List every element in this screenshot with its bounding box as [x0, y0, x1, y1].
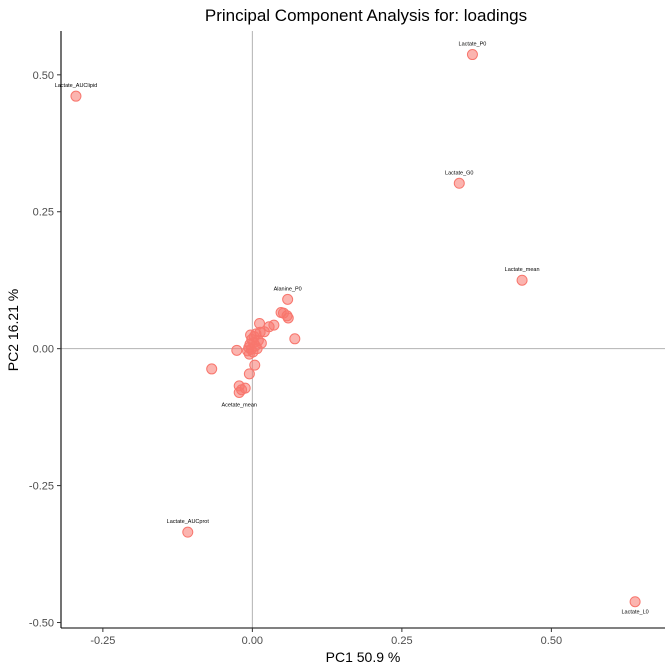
data-point — [282, 293, 294, 305]
point-label: Alanine_P0 — [274, 286, 302, 292]
data-point — [453, 177, 465, 189]
chart-title: Principal Component Analysis for: loadin… — [205, 6, 527, 25]
data-point — [629, 596, 641, 608]
x-tick-label: 0.50 — [541, 635, 562, 647]
y-axis-ticks: -0.50 -0.25 0.00 0.25 0.50 — [29, 70, 61, 630]
data-point — [70, 90, 82, 102]
point-label: Lactate_L0 — [621, 610, 648, 616]
x-tick-label: -0.25 — [90, 635, 115, 647]
data-points — [70, 49, 641, 608]
point-label: Lactate_AUClipid — [55, 83, 98, 89]
y-tick-label: 0.00 — [33, 344, 54, 356]
y-tick-label: 0.50 — [33, 70, 54, 82]
data-point — [236, 384, 248, 396]
data-point — [282, 312, 294, 324]
data-point — [289, 333, 301, 345]
data-point — [182, 526, 194, 538]
x-axis-title: PC1 50.9 % — [326, 649, 401, 665]
data-point — [466, 49, 478, 61]
y-axis-title: PC2 16.21 % — [5, 289, 21, 372]
reference-lines — [61, 31, 665, 628]
point-label: Lactate_mean — [505, 267, 540, 273]
y-tick-label: -0.50 — [29, 618, 54, 630]
data-point — [243, 348, 255, 360]
point-label: Lactate_P0 — [459, 42, 487, 48]
data-point — [206, 363, 218, 375]
x-tick-label: 0.25 — [391, 635, 412, 647]
data-point — [243, 368, 255, 380]
data-point — [246, 333, 258, 345]
data-point — [516, 274, 528, 286]
point-label: Lactate_G0 — [445, 170, 473, 176]
data-point — [251, 343, 263, 355]
data-point — [249, 359, 261, 371]
point-labels: Lactate_P0 Lactate_AUClipid Lactate_G0 Lact… — [55, 42, 649, 616]
x-tick-label: 0.00 — [242, 635, 263, 647]
x-axis-ticks: -0.25 0.00 0.25 0.50 — [90, 628, 562, 647]
y-tick-label: 0.25 — [33, 207, 54, 219]
data-point — [231, 344, 243, 356]
point-label: Acetate_mean — [221, 402, 256, 408]
point-label: Lactate_AUCprot — [167, 519, 210, 525]
y-tick-label: -0.25 — [29, 481, 54, 493]
